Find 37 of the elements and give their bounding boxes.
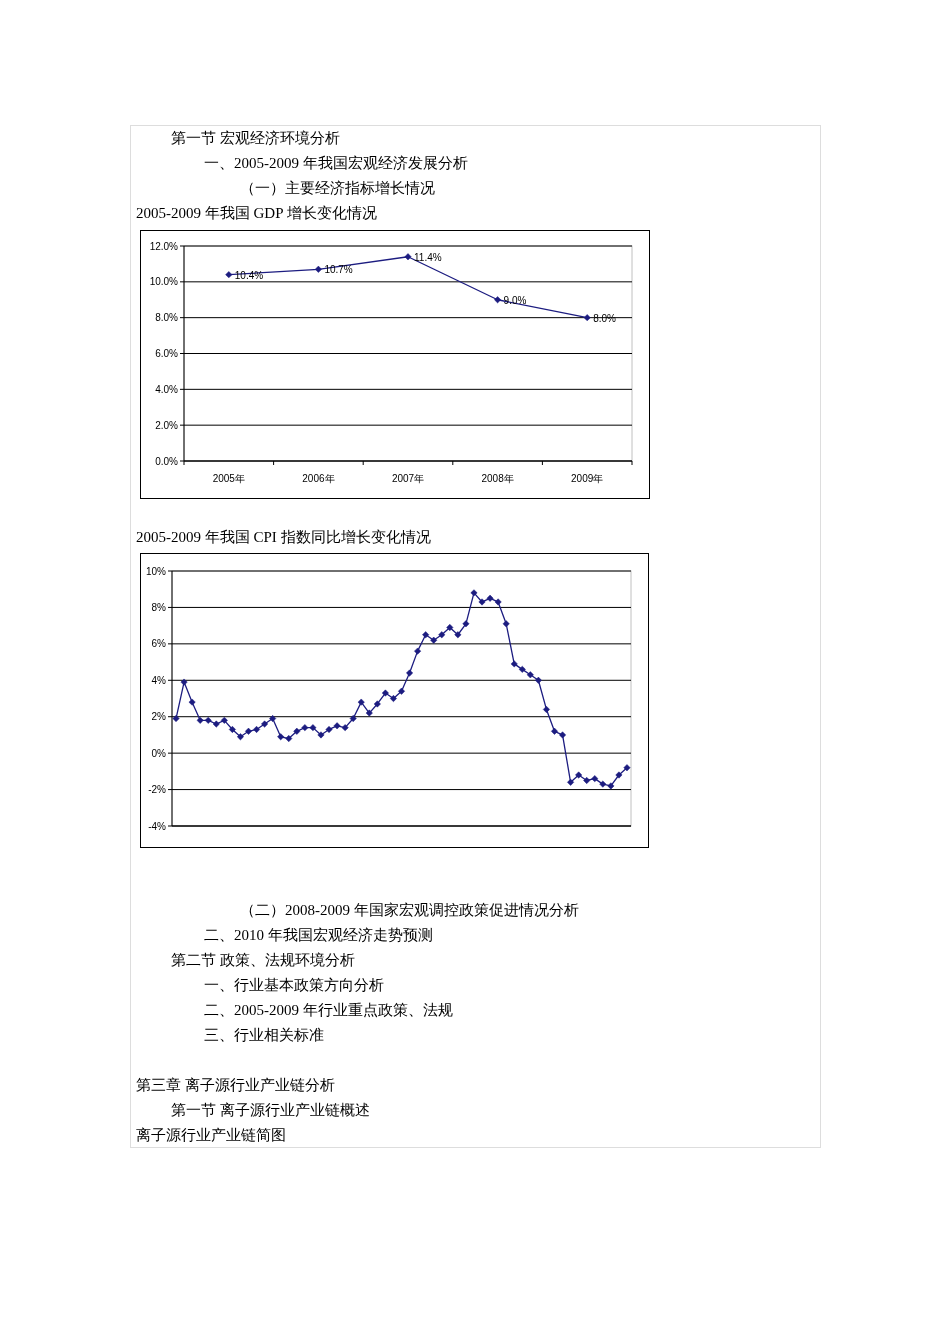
text: 离子源行业产业链简图 [136,1127,286,1143]
y-tick-label: 4% [151,674,167,686]
x-tick-label: 2007年 [391,473,425,484]
y-tick-label: 2.0% [155,419,179,431]
text: 二、2010 年我国宏观经济走势预测 [204,927,433,943]
text: 一、行业基本政策方向分析 [204,977,384,993]
text: 二、2005-2009 年行业重点政策、法规 [204,1002,453,1018]
text: 第二节 政策、法规环境分析 [171,952,355,968]
text: 三、行业相关标准 [204,1027,324,1043]
text: 第一节 离子源行业产业链概述 [171,1102,370,1118]
y-tick-label: 0% [151,747,167,759]
y-tick-label: 10.0% [149,276,179,288]
data-label: 11.4% [414,251,442,263]
y-tick-label: 2% [151,711,167,723]
x-tick-label: 2006年 [302,473,335,484]
text: （二）2008-2009 年国家宏观调控政策促进情况分析 [240,902,579,918]
data-label: 9.0% [503,294,527,306]
x-tick-label: 2005年 [212,473,245,484]
text: 第三章 离子源行业产业链分析 [136,1077,335,1093]
y-tick-label: 0.0% [155,455,179,467]
y-tick-label: -4% [148,820,167,832]
text: （一）主要经济指标增长情况 [240,180,435,196]
y-tick-label: 4.0% [155,383,179,395]
y-tick-label: 6% [151,638,167,650]
y-tick-label: 8.0% [155,312,179,324]
x-tick-label: 2008年 [481,473,514,484]
y-tick-label: 10% [145,565,167,577]
chart-title: 2005-2009 年我国 GDP 增长变化情况 [136,205,377,221]
y-tick-label: 8% [151,601,167,613]
y-tick-label: 6.0% [155,348,179,359]
data-label: 10.7% [324,264,353,276]
chart-title: 2005-2009 年我国 CPI 指数同比增长变化情况 [136,529,431,545]
y-tick-label: -2% [148,784,167,796]
y-tick-label: 12.0% [149,240,179,252]
x-tick-label: 2009年 [571,473,604,484]
text: 第一节 宏观经济环境分析 [171,130,340,146]
text: 一、2005-2009 年我国宏观经济发展分析 [204,155,468,171]
